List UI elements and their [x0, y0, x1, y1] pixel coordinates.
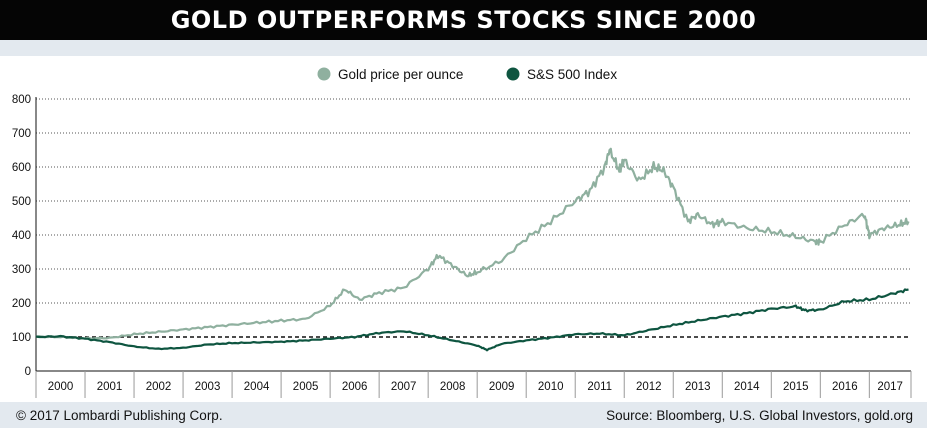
gold-price-line: [35, 147, 910, 340]
x-tick-label: 2016: [832, 381, 858, 393]
x-tick-label: 2007: [391, 381, 417, 393]
chart-title: GOLD OUTPERFORMS STOCKS SINCE 2000: [170, 6, 757, 34]
legend: Gold price per ounce S&S 500 Index: [317, 67, 617, 82]
x-tick-label: 2000: [48, 381, 74, 393]
x-tick-label: 2013: [685, 381, 711, 393]
y-tick-label: 0: [25, 366, 31, 378]
y-tick-label: 200: [12, 298, 31, 310]
y-tick-label: 700: [12, 128, 31, 140]
x-tick-label: 2015: [783, 381, 809, 393]
title-bar: GOLD OUTPERFORMS STOCKS SINCE 2000: [0, 0, 927, 40]
y-tick-label: 500: [12, 196, 31, 208]
axes: 800 700 600 500 400 300 200 100 0 2000 2001 2002 200…: [12, 94, 912, 398]
y-tick-label: 400: [12, 230, 31, 242]
x-tick-label: 2012: [636, 381, 662, 393]
header-band: [0, 40, 927, 56]
x-tick-label: 2014: [734, 381, 760, 393]
x-tick-label: 2004: [244, 381, 270, 393]
copyright-text: © 2017 Lombardi Publishing Corp.: [16, 408, 223, 423]
x-tick-label: 2017: [877, 381, 903, 393]
x-tick-label: 2006: [342, 381, 368, 393]
legend-label-sp: S&S 500 Index: [527, 67, 617, 82]
x-tick-label: 2001: [97, 381, 123, 393]
y-tick-label: 100: [12, 332, 31, 344]
source-text: Source: Bloomberg, U.S. Global Investors…: [606, 408, 913, 423]
legend-marker-sp: [506, 67, 520, 81]
x-tick-label: 2005: [293, 381, 319, 393]
x-tick-label: 2003: [195, 381, 221, 393]
x-tick-label: 2008: [440, 381, 466, 393]
x-tick-label: 2010: [538, 381, 564, 393]
legend-marker-gold: [317, 67, 331, 81]
footer: © 2017 Lombardi Publishing Corp. Source:…: [0, 402, 927, 428]
grid: [36, 98, 911, 338]
legend-label-gold: Gold price per ounce: [338, 67, 463, 82]
y-tick-label: 600: [12, 162, 31, 174]
series: [35, 147, 910, 352]
x-tick-label: 2009: [489, 381, 515, 393]
y-tick-label: 800: [12, 94, 31, 106]
x-tick-label: 2002: [146, 381, 172, 393]
x-tick-label: 2011: [587, 381, 612, 393]
sp-index-line: [35, 288, 909, 352]
y-tick-label: 300: [12, 264, 31, 276]
